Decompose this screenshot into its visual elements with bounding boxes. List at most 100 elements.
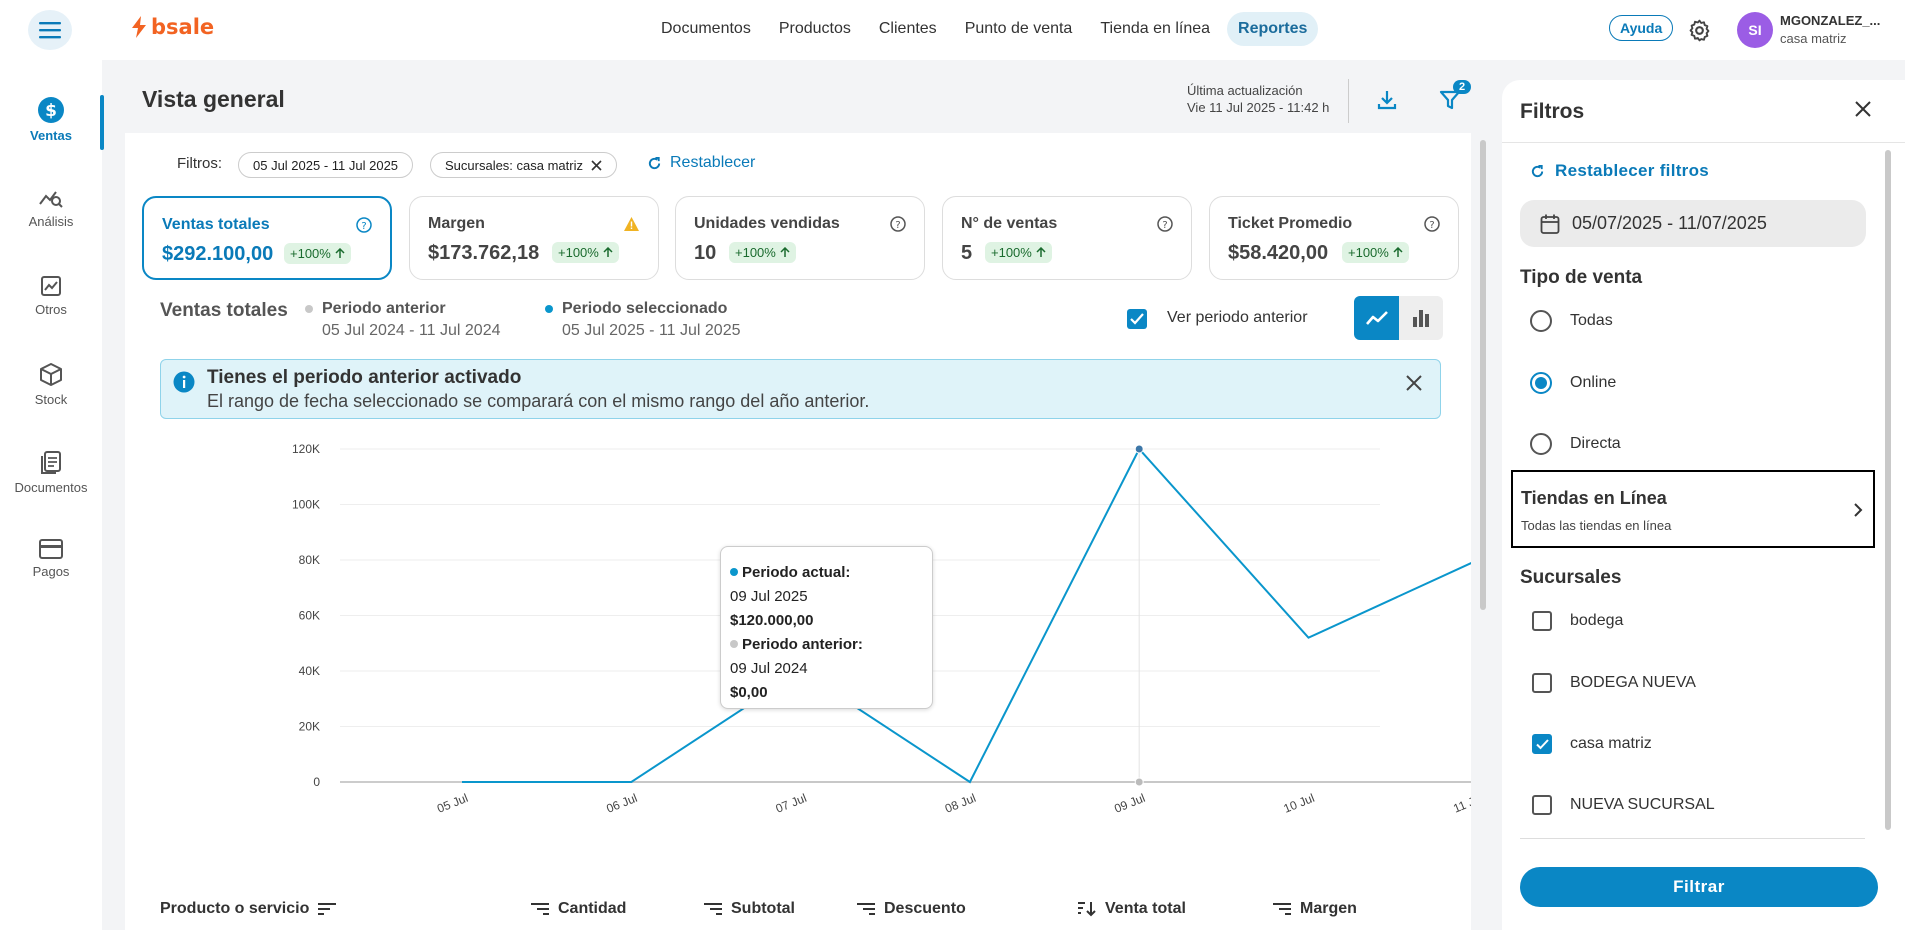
- nav-documentos[interactable]: Documentos: [661, 20, 751, 37]
- filters-panel-close-button[interactable]: [1855, 101, 1871, 117]
- col-header-cantidad[interactable]: Cantidad: [530, 900, 626, 918]
- help-button[interactable]: Ayuda: [1609, 15, 1674, 41]
- download-button[interactable]: [1375, 88, 1399, 112]
- svg-text:$: $: [45, 101, 57, 121]
- y-tick-label: 20K: [299, 720, 320, 734]
- user-name[interactable]: MGONZALEZ_...: [1780, 13, 1881, 28]
- apply-filters-button[interactable]: Filtrar: [1520, 867, 1878, 907]
- x-tick-label: 06 Jul: [604, 791, 639, 816]
- checkbox-label: casa matriz: [1570, 735, 1652, 752]
- radio-todas[interactable]: Todas: [1530, 310, 1613, 332]
- kpi-unidades-vendidas[interactable]: Unidades vendidas ? 10 +100%: [675, 196, 925, 280]
- y-tick-label: 60K: [299, 609, 320, 623]
- kpi-ventas-totales[interactable]: Ventas totales ? $292.100,00 +100%: [142, 196, 392, 280]
- radio-label: Directa: [1570, 435, 1621, 452]
- sales-line-chart: 0 20K 40K 60K 80K 100K 120K 05 Jul 06 Jul 07 Jul 0…: [292, 442, 1471, 816]
- main-scrollbar[interactable]: [1480, 140, 1486, 610]
- highlight-point: [1134, 777, 1144, 787]
- checkbox[interactable]: [1532, 795, 1552, 815]
- sidebar-item-ventas[interactable]: $ Ventas: [0, 96, 102, 143]
- settings-button[interactable]: [1687, 18, 1712, 43]
- branch-casa-matriz[interactable]: casa matriz: [1532, 734, 1652, 754]
- chevron-right-icon: [1853, 502, 1863, 518]
- sidebar-item-otros[interactable]: Otros: [0, 274, 102, 317]
- x-tick-label: 10 Jul: [1282, 791, 1317, 816]
- kpi-change-badge: +100%: [552, 242, 619, 263]
- kpi-change-text: +100%: [991, 245, 1032, 260]
- sidebar-item-analisis[interactable]: Análisis: [0, 186, 102, 229]
- kpi-ticket-promedio[interactable]: Ticket Promedio ? $58.420,00 +100%: [1209, 196, 1459, 280]
- y-tick-label: 120K: [292, 442, 320, 456]
- sidebar-item-label: Otros: [35, 302, 67, 317]
- branch-nueva-sucursal[interactable]: NUEVA SUCURSAL: [1532, 795, 1715, 815]
- branches-title: Sucursales: [1520, 567, 1622, 588]
- close-icon[interactable]: [591, 159, 602, 171]
- date-filter-chip[interactable]: 05 Jul 2025 - 11 Jul 2025: [238, 152, 414, 178]
- sort-icon: [318, 903, 337, 915]
- col-header-venta-total[interactable]: Venta total: [1077, 900, 1186, 918]
- nav-punto-de-venta[interactable]: Punto de venta: [964, 20, 1073, 37]
- branch-bodega-nueva[interactable]: BODEGA NUEVA: [1532, 673, 1696, 693]
- help-icon[interactable]: ?: [356, 217, 372, 233]
- alert-close-button[interactable]: [1406, 375, 1422, 391]
- radio-button[interactable]: [1530, 433, 1552, 455]
- sidebar-item-label: Documentos: [14, 480, 88, 495]
- radio-button[interactable]: [1530, 310, 1552, 332]
- branch-bodega[interactable]: bodega: [1532, 611, 1623, 631]
- hamburger-menu-button[interactable]: [28, 10, 72, 50]
- box-icon: [40, 363, 62, 386]
- kpi-change-text: +100%: [558, 245, 599, 260]
- date-range-field[interactable]: 05/07/2025 - 11/07/2025: [1520, 200, 1866, 247]
- col-header-margen[interactable]: Margen: [1272, 900, 1357, 918]
- radio-button[interactable]: [1530, 372, 1552, 394]
- panel-footer-divider: [1520, 838, 1865, 839]
- previous-period-alert: Tienes el periodo anterior activado El r…: [160, 359, 1441, 419]
- line-chart-toggle[interactable]: [1354, 296, 1399, 340]
- arrow-up-icon: [1393, 247, 1403, 257]
- y-tick-label: 100K: [292, 498, 320, 512]
- col-header-subtotal[interactable]: Subtotal: [703, 900, 795, 918]
- online-stores-selector[interactable]: Tiendas en Línea Todas las tiendas en lí…: [1511, 470, 1875, 548]
- help-icon[interactable]: ?: [1157, 216, 1173, 232]
- sidebar-item-stock[interactable]: Stock: [0, 362, 102, 407]
- sidebar: $ Ventas Análisis Otros Stock Documentos…: [0, 60, 102, 930]
- col-header-label: Cantidad: [558, 900, 627, 917]
- col-header-descuento[interactable]: Descuento: [856, 900, 966, 918]
- kpi-n-ventas[interactable]: N° de ventas ? 5 +100%: [942, 196, 1192, 280]
- kpi-change-text: +100%: [290, 246, 331, 261]
- col-header-producto[interactable]: Producto o servicio: [160, 900, 337, 918]
- bsale-logo[interactable]: bsale: [130, 15, 214, 39]
- kpi-change-badge: +100%: [284, 243, 351, 264]
- bar-chart-toggle[interactable]: [1399, 296, 1443, 340]
- sidebar-item-documentos[interactable]: Documentos: [0, 450, 102, 495]
- show-previous-checkbox[interactable]: [1127, 309, 1147, 329]
- sidebar-item-pagos[interactable]: Pagos: [0, 538, 102, 579]
- warning-icon[interactable]: [623, 216, 640, 232]
- bar-chart-icon: [1413, 310, 1429, 327]
- nav-productos[interactable]: Productos: [778, 20, 851, 37]
- help-icon[interactable]: ?: [1424, 216, 1440, 232]
- help-icon[interactable]: ?: [890, 216, 906, 232]
- nav-clientes[interactable]: Clientes: [878, 20, 937, 37]
- checkbox[interactable]: [1532, 734, 1552, 754]
- checkbox[interactable]: [1532, 673, 1552, 693]
- kpi-margen[interactable]: Margen $173.762,18 +100%: [409, 196, 659, 280]
- nav-tienda-en-linea[interactable]: Tienda en línea: [1100, 20, 1211, 37]
- checkbox[interactable]: [1532, 611, 1552, 631]
- x-tick-label: 09 Jul: [1112, 791, 1147, 816]
- branch-filter-chip[interactable]: Sucursales: casa matriz: [430, 152, 617, 178]
- radio-online[interactable]: Online: [1530, 372, 1616, 394]
- arrow-up-icon: [603, 247, 613, 257]
- reset-all-filters-button[interactable]: Restablecer filtros: [1530, 161, 1709, 181]
- show-previous-label[interactable]: Ver periodo anterior: [1167, 309, 1308, 326]
- user-avatar[interactable]: SI: [1737, 12, 1773, 48]
- x-tick-label: 07 Jul: [774, 791, 809, 816]
- refresh-icon: [648, 156, 661, 169]
- panel-scrollbar[interactable]: [1885, 150, 1891, 830]
- bsale-logo-icon: [132, 16, 146, 38]
- nav-reportes[interactable]: Reportes: [1227, 12, 1319, 46]
- radio-directa[interactable]: Directa: [1530, 433, 1621, 455]
- reset-filters-link[interactable]: Restablecer: [647, 154, 755, 172]
- calendar-icon: [1540, 214, 1560, 234]
- y-tick-label: 0: [313, 775, 320, 789]
